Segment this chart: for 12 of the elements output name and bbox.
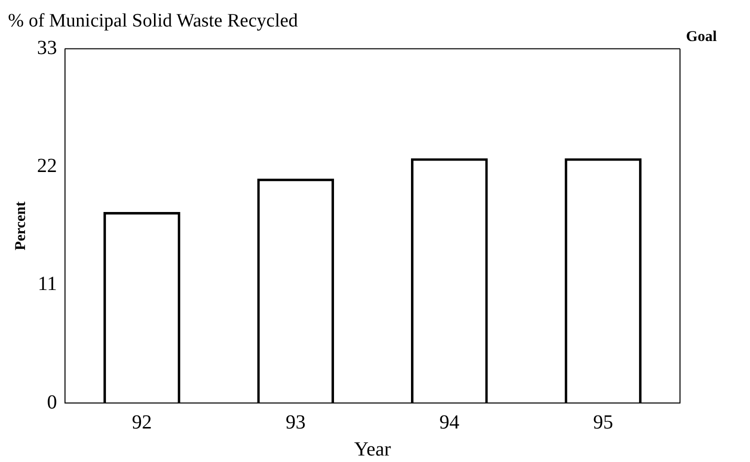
chart-title: % of Municipal Solid Waste Recycled xyxy=(8,10,298,32)
x-axis-title: Year xyxy=(354,438,392,460)
ref-line-label: Goal xyxy=(686,29,717,46)
y-tick-label: 11 xyxy=(38,273,57,296)
y-axis-title: Percent xyxy=(12,201,29,250)
y-tick-label: 0 xyxy=(47,391,57,414)
x-tick-label: 95 xyxy=(593,411,614,434)
x-tick-label: 92 xyxy=(132,411,152,434)
y-tick-label: 22 xyxy=(37,155,57,178)
y-tick-label: 33 xyxy=(37,37,57,60)
x-tick-label: 93 xyxy=(286,411,306,434)
x-tick-label: 94 xyxy=(439,411,460,434)
